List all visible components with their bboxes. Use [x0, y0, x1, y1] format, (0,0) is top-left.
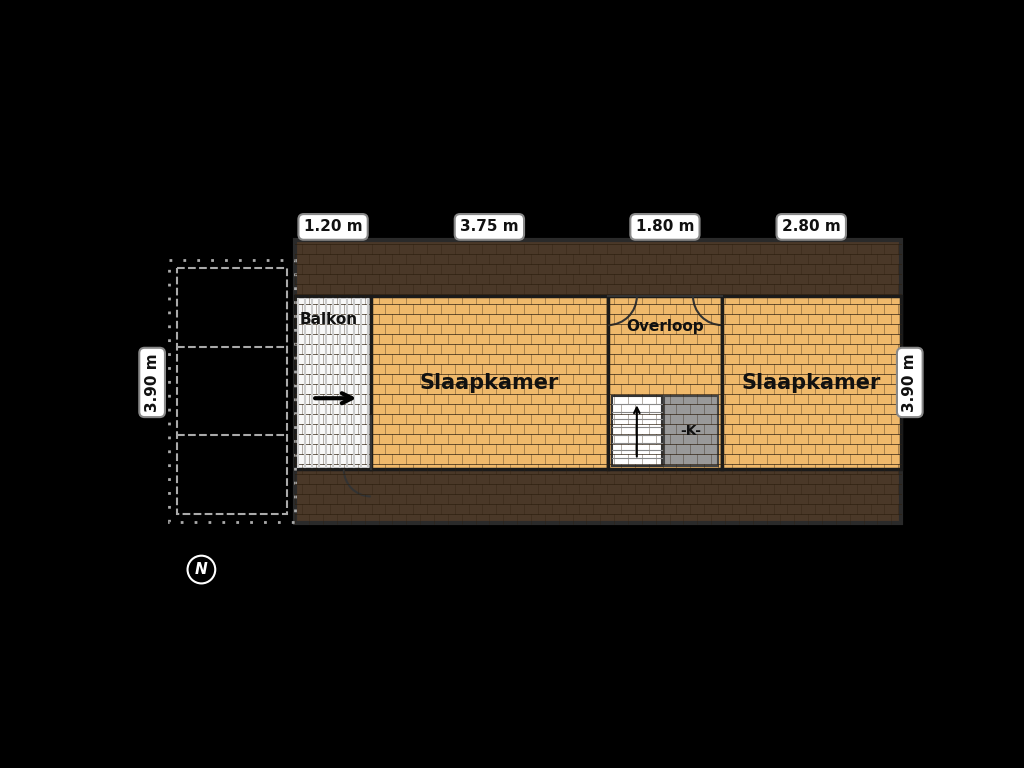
Bar	[665, 396, 718, 465]
Bar	[295, 240, 900, 523]
Text: Slaapkamer: Slaapkamer	[420, 372, 559, 393]
Text: Balkon: Balkon	[299, 312, 357, 326]
Text: Overloop: Overloop	[626, 319, 703, 334]
Text: 3.90 m: 3.90 m	[902, 353, 918, 412]
Bar	[608, 296, 722, 469]
Bar	[898, 363, 904, 402]
Bar	[371, 296, 608, 469]
Text: 1.80 m: 1.80 m	[636, 220, 694, 234]
Text: 2.80 m: 2.80 m	[782, 220, 841, 234]
Bar	[295, 296, 371, 469]
Text: 1.20 m: 1.20 m	[304, 220, 362, 234]
Bar	[611, 396, 662, 465]
Text: Slaapkamer: Slaapkamer	[741, 372, 881, 393]
Bar	[722, 296, 900, 469]
Text: N: N	[195, 562, 208, 577]
Bar	[169, 260, 295, 521]
Text: 3.90 m: 3.90 m	[144, 353, 160, 412]
Text: -K-: -K-	[681, 424, 701, 438]
Bar	[177, 268, 287, 514]
Text: 3.75 m: 3.75 m	[460, 220, 519, 234]
